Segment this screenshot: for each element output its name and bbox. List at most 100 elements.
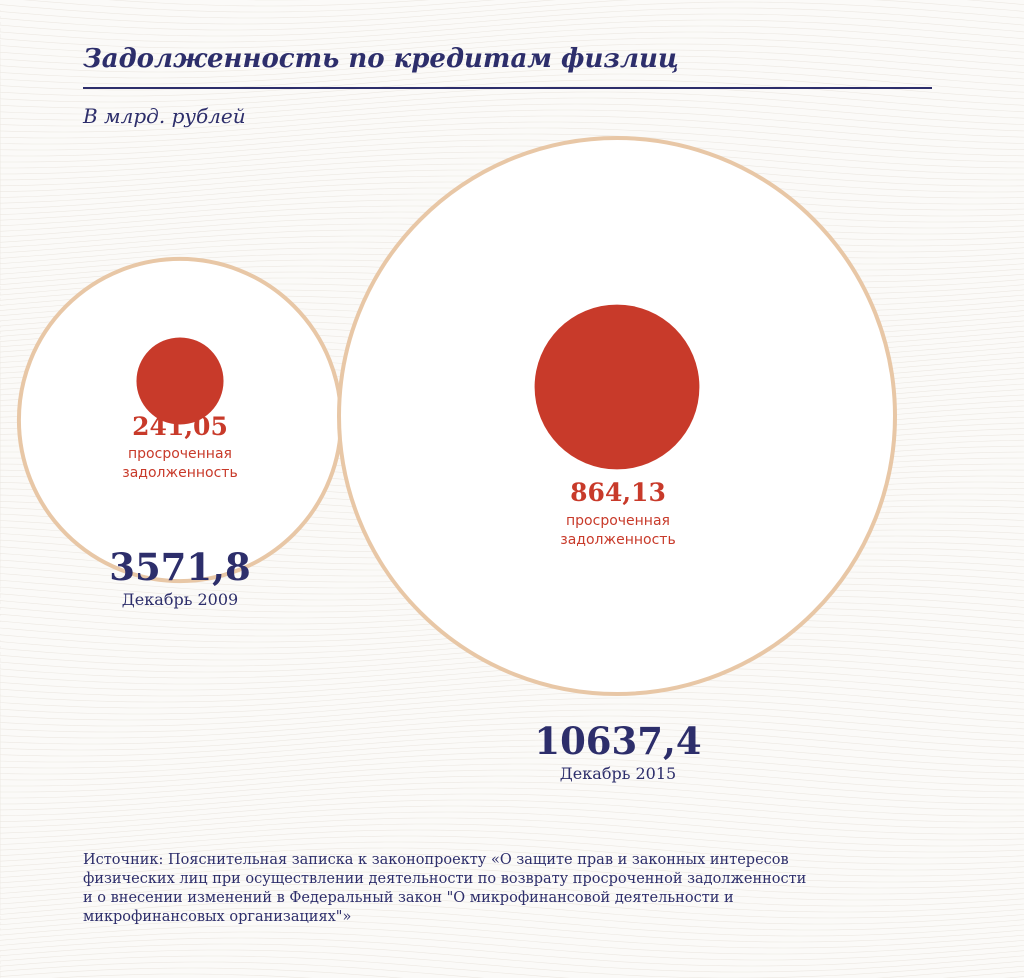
background-wave-line: [0, 937, 1024, 967]
background-wave-line: [0, 889, 1024, 919]
background-wave-line: [0, 13, 1024, 43]
background-wave-line: [107, 0, 431, 7]
background-wave-line: [0, 727, 1024, 757]
background-wave-line: [0, 955, 1024, 978]
overdue-label-dec-2015: просроченная задолженность: [553, 512, 683, 550]
background-wave-line: [0, 31, 1024, 61]
background-wave-line: [0, 49, 1024, 79]
background-wave-line: [0, 697, 1024, 727]
background-wave-line: [0, 97, 1024, 127]
background-wave-line: [0, 871, 1024, 901]
background-wave-line: [0, 775, 1024, 805]
background-wave-line: [0, 823, 1024, 853]
background-wave-line: [0, 0, 1024, 25]
background-wave-line: [0, 79, 1024, 109]
background-wave-line: [0, 7, 1024, 37]
background-wave-line: [0, 763, 1024, 793]
source-line: микрофинансовых организациях"»: [83, 909, 352, 925]
background-wave-line: [0, 709, 1024, 739]
overdue-circle-dec-2015: [534, 304, 700, 470]
background-wave-line: [0, 127, 1024, 157]
background-wave-line: [0, 703, 1024, 733]
background-wave-line: [0, 967, 1024, 978]
background-wave-line: [51, 973, 313, 978]
date-label-dec-2015: Декабрь 2015: [559, 764, 677, 783]
background-wave-line: [0, 877, 1024, 907]
background-wave-line: [0, 715, 1024, 745]
background-wave-line: [0, 949, 1024, 978]
background-wave-line: [0, 67, 1024, 97]
background-wave-line: [0, 19, 1024, 49]
background-wave-line: [0, 913, 1024, 943]
background-wave-line: [0, 115, 1024, 145]
background-wave-line: [0, 781, 1024, 811]
background-wave-line: [0, 61, 1024, 91]
background-wave-line: [0, 109, 1024, 139]
background-wave-line: [0, 895, 1024, 925]
background-wave-line: [0, 769, 1024, 799]
source-line: физических лиц при осуществлении деятель…: [83, 871, 807, 887]
background-wave-line: [0, 943, 1024, 973]
background-wave-line: [0, 925, 1024, 955]
background-wave-line: [0, 733, 1024, 763]
overdue-circle-dec-2009: [136, 337, 224, 425]
date-label-dec-2009: Декабрь 2009: [121, 590, 239, 609]
background-wave-line: [0, 919, 1024, 949]
background-wave-line: [0, 961, 1024, 978]
overdue-value-dec-2015: 864,13: [570, 478, 666, 507]
overdue-label-text: просроченная задолженность: [560, 513, 676, 548]
title-divider: [83, 87, 932, 89]
background-wave-line: [0, 883, 1024, 913]
background-wave-line: [0, 799, 1024, 829]
background-wave-line: [0, 691, 1024, 721]
background-wave-line: [0, 853, 1024, 883]
background-wave-line: [0, 91, 1024, 121]
background-wave-line: [0, 139, 1024, 169]
overdue-label-dec-2009: просроченная задолженность: [115, 445, 245, 483]
overdue-label-text: просроченная задолженность: [122, 446, 238, 481]
background-wave-line: [0, 133, 1024, 163]
background-wave-line: [0, 931, 1024, 961]
background-wave-line: [0, 721, 1024, 751]
background-wave-line: [0, 817, 1024, 847]
background-wave-line: [0, 673, 1024, 703]
background-wave-line: [0, 793, 1024, 823]
background-wave-line: [0, 1, 1024, 31]
background-wave-line: [0, 667, 1024, 697]
background-wave-line: [0, 73, 1024, 103]
background-wave-line: [0, 847, 1024, 877]
chart-subtitle-unit: В млрд. рублей: [83, 104, 246, 128]
background-wave-line: [0, 787, 1024, 817]
chart-title: Задолженность по кредитам физлиц: [83, 44, 679, 74]
background-wave-line: [0, 829, 1024, 859]
source-line: и о внесении изменений в Федеральный зак…: [83, 890, 734, 906]
background-wave-line: [0, 157, 1024, 187]
background-wave-line: [0, 25, 1024, 55]
background-wave-line: [0, 685, 1024, 715]
background-wave-line: [0, 751, 1024, 781]
background-wave-line: [0, 739, 1024, 769]
total-value-dec-2015: 10637,4: [534, 719, 702, 763]
background-wave-line: [22, 0, 497, 13]
background-wave-line: [0, 901, 1024, 931]
background-wave-line: [0, 745, 1024, 775]
overdue-value-dec-2009: 241,05: [132, 412, 228, 441]
source-line: Источник: Пояснительная записка к законо…: [83, 852, 789, 868]
background-wave-line: [0, 811, 1024, 841]
background-wave-line: [0, 859, 1024, 889]
background-wave-line: [0, 103, 1024, 133]
background-wave-line: [0, 835, 1024, 865]
background-wave-line: [0, 907, 1024, 937]
background-wave-line: [0, 757, 1024, 787]
background-wave-line: [0, 679, 1024, 709]
background-wave-line: [0, 37, 1024, 67]
background-wave-line: [0, 151, 1024, 181]
background-wave-line: [0, 43, 1024, 73]
background-wave-line: [0, 865, 1024, 895]
background-wave-line: [0, 121, 1024, 151]
background-wave-line: [0, 0, 1024, 19]
source-note: Источник: Пояснительная записка к законо…: [83, 851, 943, 927]
background-wave-line: [0, 145, 1024, 175]
total-value-dec-2009: 3571,8: [109, 545, 251, 589]
